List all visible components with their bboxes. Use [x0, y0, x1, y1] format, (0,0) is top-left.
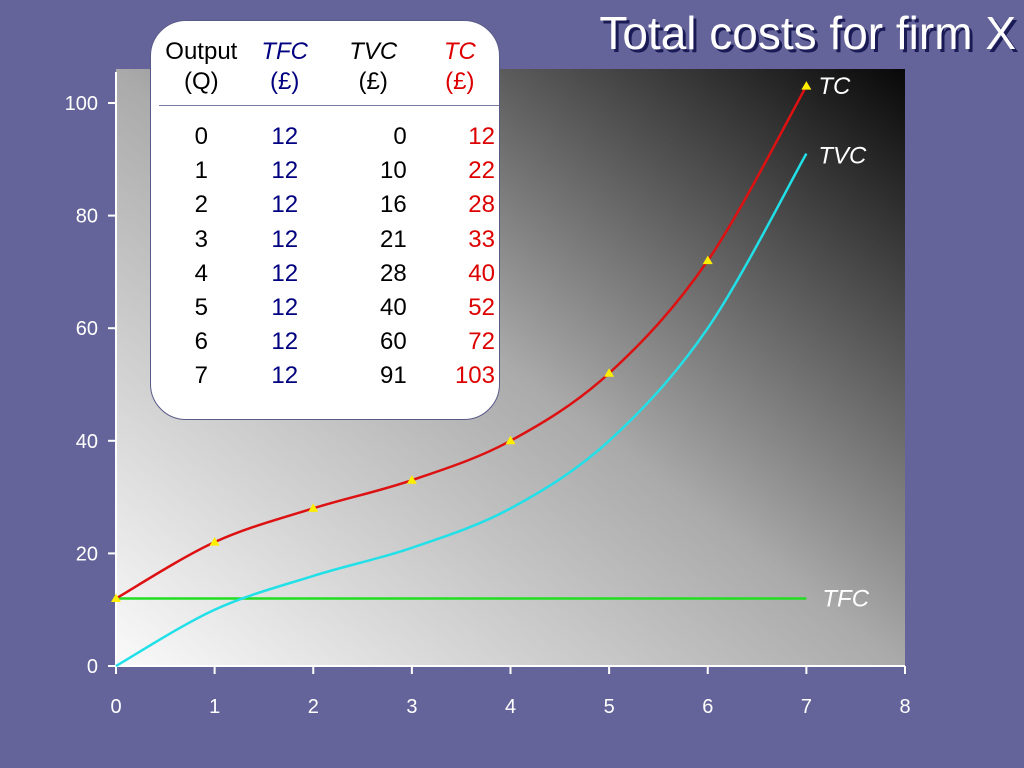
y-tick-label: 80 — [76, 206, 98, 228]
header-tvc-unit: (£) — [358, 68, 388, 95]
cell-output: 6 — [194, 328, 208, 356]
y-tick-label: 0 — [87, 656, 98, 678]
header-tfc: TFC — [261, 38, 309, 65]
tc-point — [308, 503, 319, 512]
cell-tvc: 21 — [379, 225, 407, 253]
table-row: 7 12 91 103 — [159, 359, 499, 393]
cell-output: 3 — [194, 225, 208, 253]
header-output-unit: (Q) — [183, 68, 219, 95]
cost-table: Output TFC TVC TC (Q) (£) (£) (£) 0 12 0… — [159, 37, 499, 394]
cell-tc: 28 — [468, 191, 495, 219]
table-row: 5 12 40 52 — [159, 291, 499, 325]
table-header-row-1: Output TFC TVC TC — [159, 37, 499, 67]
y-tick-label: 40 — [76, 431, 98, 453]
cell-tc: 72 — [468, 328, 495, 356]
table-row: 0 12 0 12 — [159, 120, 499, 154]
x-tick-label: 5 — [604, 696, 615, 718]
tc-point — [505, 435, 516, 445]
tfc-series-label: TFC — [822, 585, 869, 612]
cell-tfc: 12 — [271, 191, 299, 219]
y-tick-label: 60 — [76, 318, 98, 340]
cell-tc: 40 — [468, 259, 495, 287]
cell-tvc: 10 — [379, 157, 407, 185]
cell-tfc: 12 — [271, 123, 299, 150]
cell-tfc: 12 — [271, 362, 299, 390]
x-tick-label: 3 — [406, 696, 417, 718]
cell-tvc: 40 — [379, 294, 407, 322]
x-tick-label: 6 — [702, 696, 713, 718]
cell-tfc: 12 — [271, 328, 299, 356]
header-tc: TC — [443, 38, 476, 65]
table-row: 4 12 28 40 — [159, 257, 499, 291]
tc-point — [604, 368, 615, 377]
x-tick-label: 8 — [899, 696, 910, 718]
table-header-row-2: (Q) (£) (£) (£) — [159, 67, 499, 97]
cell-output: 5 — [194, 294, 208, 322]
cell-tfc: 12 — [271, 259, 299, 287]
header-tvc: TVC — [349, 38, 398, 65]
table-row: 6 12 60 72 — [159, 325, 499, 359]
tc-point — [111, 593, 121, 602]
cell-tvc: 28 — [379, 259, 407, 287]
tc-point — [801, 81, 812, 90]
cell-tvc: 16 — [379, 191, 407, 219]
tvc-line — [115, 153, 808, 668]
tc-point — [406, 475, 417, 484]
cell-tc: 52 — [468, 294, 495, 322]
x-tick-label: 4 — [505, 696, 516, 718]
tc-series-label: TC — [818, 73, 851, 100]
cell-tc: 22 — [468, 157, 495, 185]
x-tick-label: 1 — [209, 696, 220, 718]
table-spacer — [159, 97, 499, 106]
y-tick-label: 20 — [76, 543, 98, 565]
cell-output: 1 — [194, 157, 208, 185]
header-tfc-unit: (£) — [270, 68, 300, 95]
table-row: 2 12 16 28 — [159, 188, 499, 222]
header-output: Output — [165, 38, 238, 65]
cost-table-panel: Output TFC TVC TC (Q) (£) (£) (£) 0 12 0… — [150, 20, 500, 420]
cell-tvc: 0 — [393, 123, 407, 150]
tc-point — [702, 255, 713, 265]
x-tick-label: 7 — [801, 696, 812, 718]
header-tc-unit: (£) — [445, 68, 475, 95]
cell-tc: 103 — [454, 362, 495, 390]
cell-output: 4 — [194, 259, 208, 287]
x-tick-label: 2 — [308, 696, 319, 718]
x-tick-label: 0 — [110, 696, 121, 718]
tc-point — [209, 537, 220, 546]
cell-output: 0 — [194, 123, 208, 150]
table-row: 3 12 21 33 — [159, 223, 499, 257]
cell-tfc: 12 — [271, 157, 299, 185]
y-tick-label: 100 — [65, 93, 98, 115]
cell-tvc: 91 — [379, 362, 407, 390]
cell-output: 2 — [194, 191, 208, 219]
cell-output: 7 — [194, 362, 208, 390]
tvc-series-label: TVC — [818, 143, 867, 170]
cell-tvc: 60 — [379, 328, 407, 356]
cell-tc: 33 — [468, 225, 495, 253]
cell-tc: 12 — [468, 123, 495, 150]
slide-title: Total costs for firm X — [599, 7, 1016, 59]
cell-tfc: 12 — [271, 225, 299, 253]
table-row: 1 12 10 22 — [159, 154, 499, 188]
table-divider — [159, 105, 499, 120]
cell-tfc: 12 — [271, 294, 299, 322]
